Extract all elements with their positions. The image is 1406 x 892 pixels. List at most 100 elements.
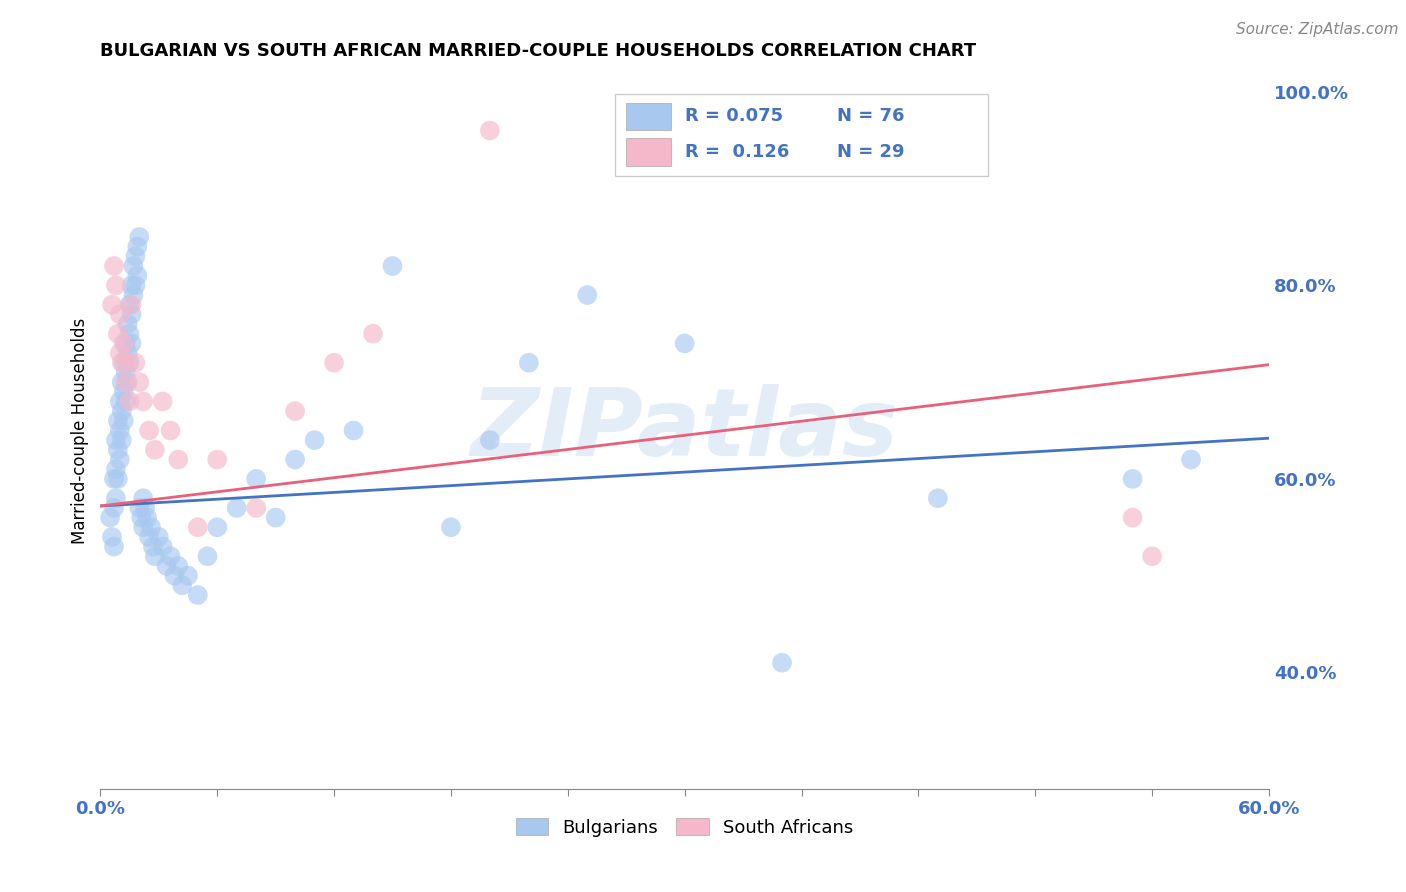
Point [107,442,129,457]
Point [245,472,267,486]
Point [107,472,129,486]
Point [114,375,136,389]
Point [128,230,150,244]
Point [101,298,124,312]
Point [103,472,125,486]
Text: N = 76: N = 76 [837,107,904,125]
Y-axis label: Married-couple Households: Married-couple Households [72,318,89,543]
Point [381,259,404,273]
Point [172,578,194,592]
Text: Source: ZipAtlas.com: Source: ZipAtlas.com [1236,22,1399,37]
FancyBboxPatch shape [626,138,671,166]
Point [122,259,145,273]
Point [1180,452,1202,467]
Point [129,510,152,524]
Point [673,336,696,351]
Point [107,414,129,428]
Point [118,326,141,341]
Point [107,326,129,341]
Point [118,298,141,312]
Text: R = 0.075: R = 0.075 [685,107,783,125]
FancyBboxPatch shape [626,103,671,129]
Legend: Bulgarians, South Africans: Bulgarians, South Africans [509,811,860,844]
Point [197,549,219,564]
Text: ZIPatlas: ZIPatlas [471,384,898,476]
Point [264,510,287,524]
Point [111,356,134,370]
Point [167,558,190,573]
Point [112,414,135,428]
Point [440,520,463,534]
Point [128,375,150,389]
Point [152,540,174,554]
Point [124,278,146,293]
Point [517,356,540,370]
Point [478,433,501,447]
Point [927,491,949,506]
Point [111,375,134,389]
Point [127,239,149,253]
Point [118,356,141,370]
Point [132,520,155,534]
Point [139,520,162,534]
Point [205,452,228,467]
Point [112,336,135,351]
Point [770,656,793,670]
Point [104,278,127,293]
Point [117,375,139,389]
Point [323,356,346,370]
Point [127,268,149,283]
Point [245,500,267,515]
Point [117,317,139,331]
FancyBboxPatch shape [614,94,988,177]
Point [117,346,139,360]
Point [121,336,143,351]
Point [134,500,156,515]
Point [121,298,143,312]
Point [122,288,145,302]
Point [124,356,146,370]
Point [108,307,131,321]
Point [187,588,209,602]
Point [304,433,326,447]
Point [205,520,228,534]
Point [576,288,599,302]
Point [159,549,181,564]
Point [114,366,136,380]
Point [132,491,155,506]
Point [103,259,125,273]
Point [136,510,159,524]
Text: BULGARIAN VS SOUTH AFRICAN MARRIED-COUPLE HOUSEHOLDS CORRELATION CHART: BULGARIAN VS SOUTH AFRICAN MARRIED-COUPL… [100,42,977,60]
Point [114,336,136,351]
Point [108,452,131,467]
Point [177,568,200,582]
Point [1122,472,1144,486]
Point [361,326,384,341]
Point [159,424,181,438]
Point [111,433,134,447]
Point [478,123,501,137]
Point [163,568,186,582]
Point [103,540,125,554]
Point [108,424,131,438]
Point [111,404,134,418]
Point [121,307,143,321]
Point [1140,549,1163,564]
Point [284,452,307,467]
Point [143,549,166,564]
Point [101,530,124,544]
Text: R =  0.126: R = 0.126 [685,143,789,161]
Point [1122,510,1144,524]
Point [121,278,143,293]
Point [117,356,139,370]
Point [108,346,131,360]
Point [284,404,307,418]
Point [108,394,131,409]
Point [98,510,121,524]
Text: N = 29: N = 29 [837,143,904,161]
Point [112,356,135,370]
Point [112,384,135,399]
Point [138,530,160,544]
Point [104,462,127,476]
Point [114,394,136,409]
